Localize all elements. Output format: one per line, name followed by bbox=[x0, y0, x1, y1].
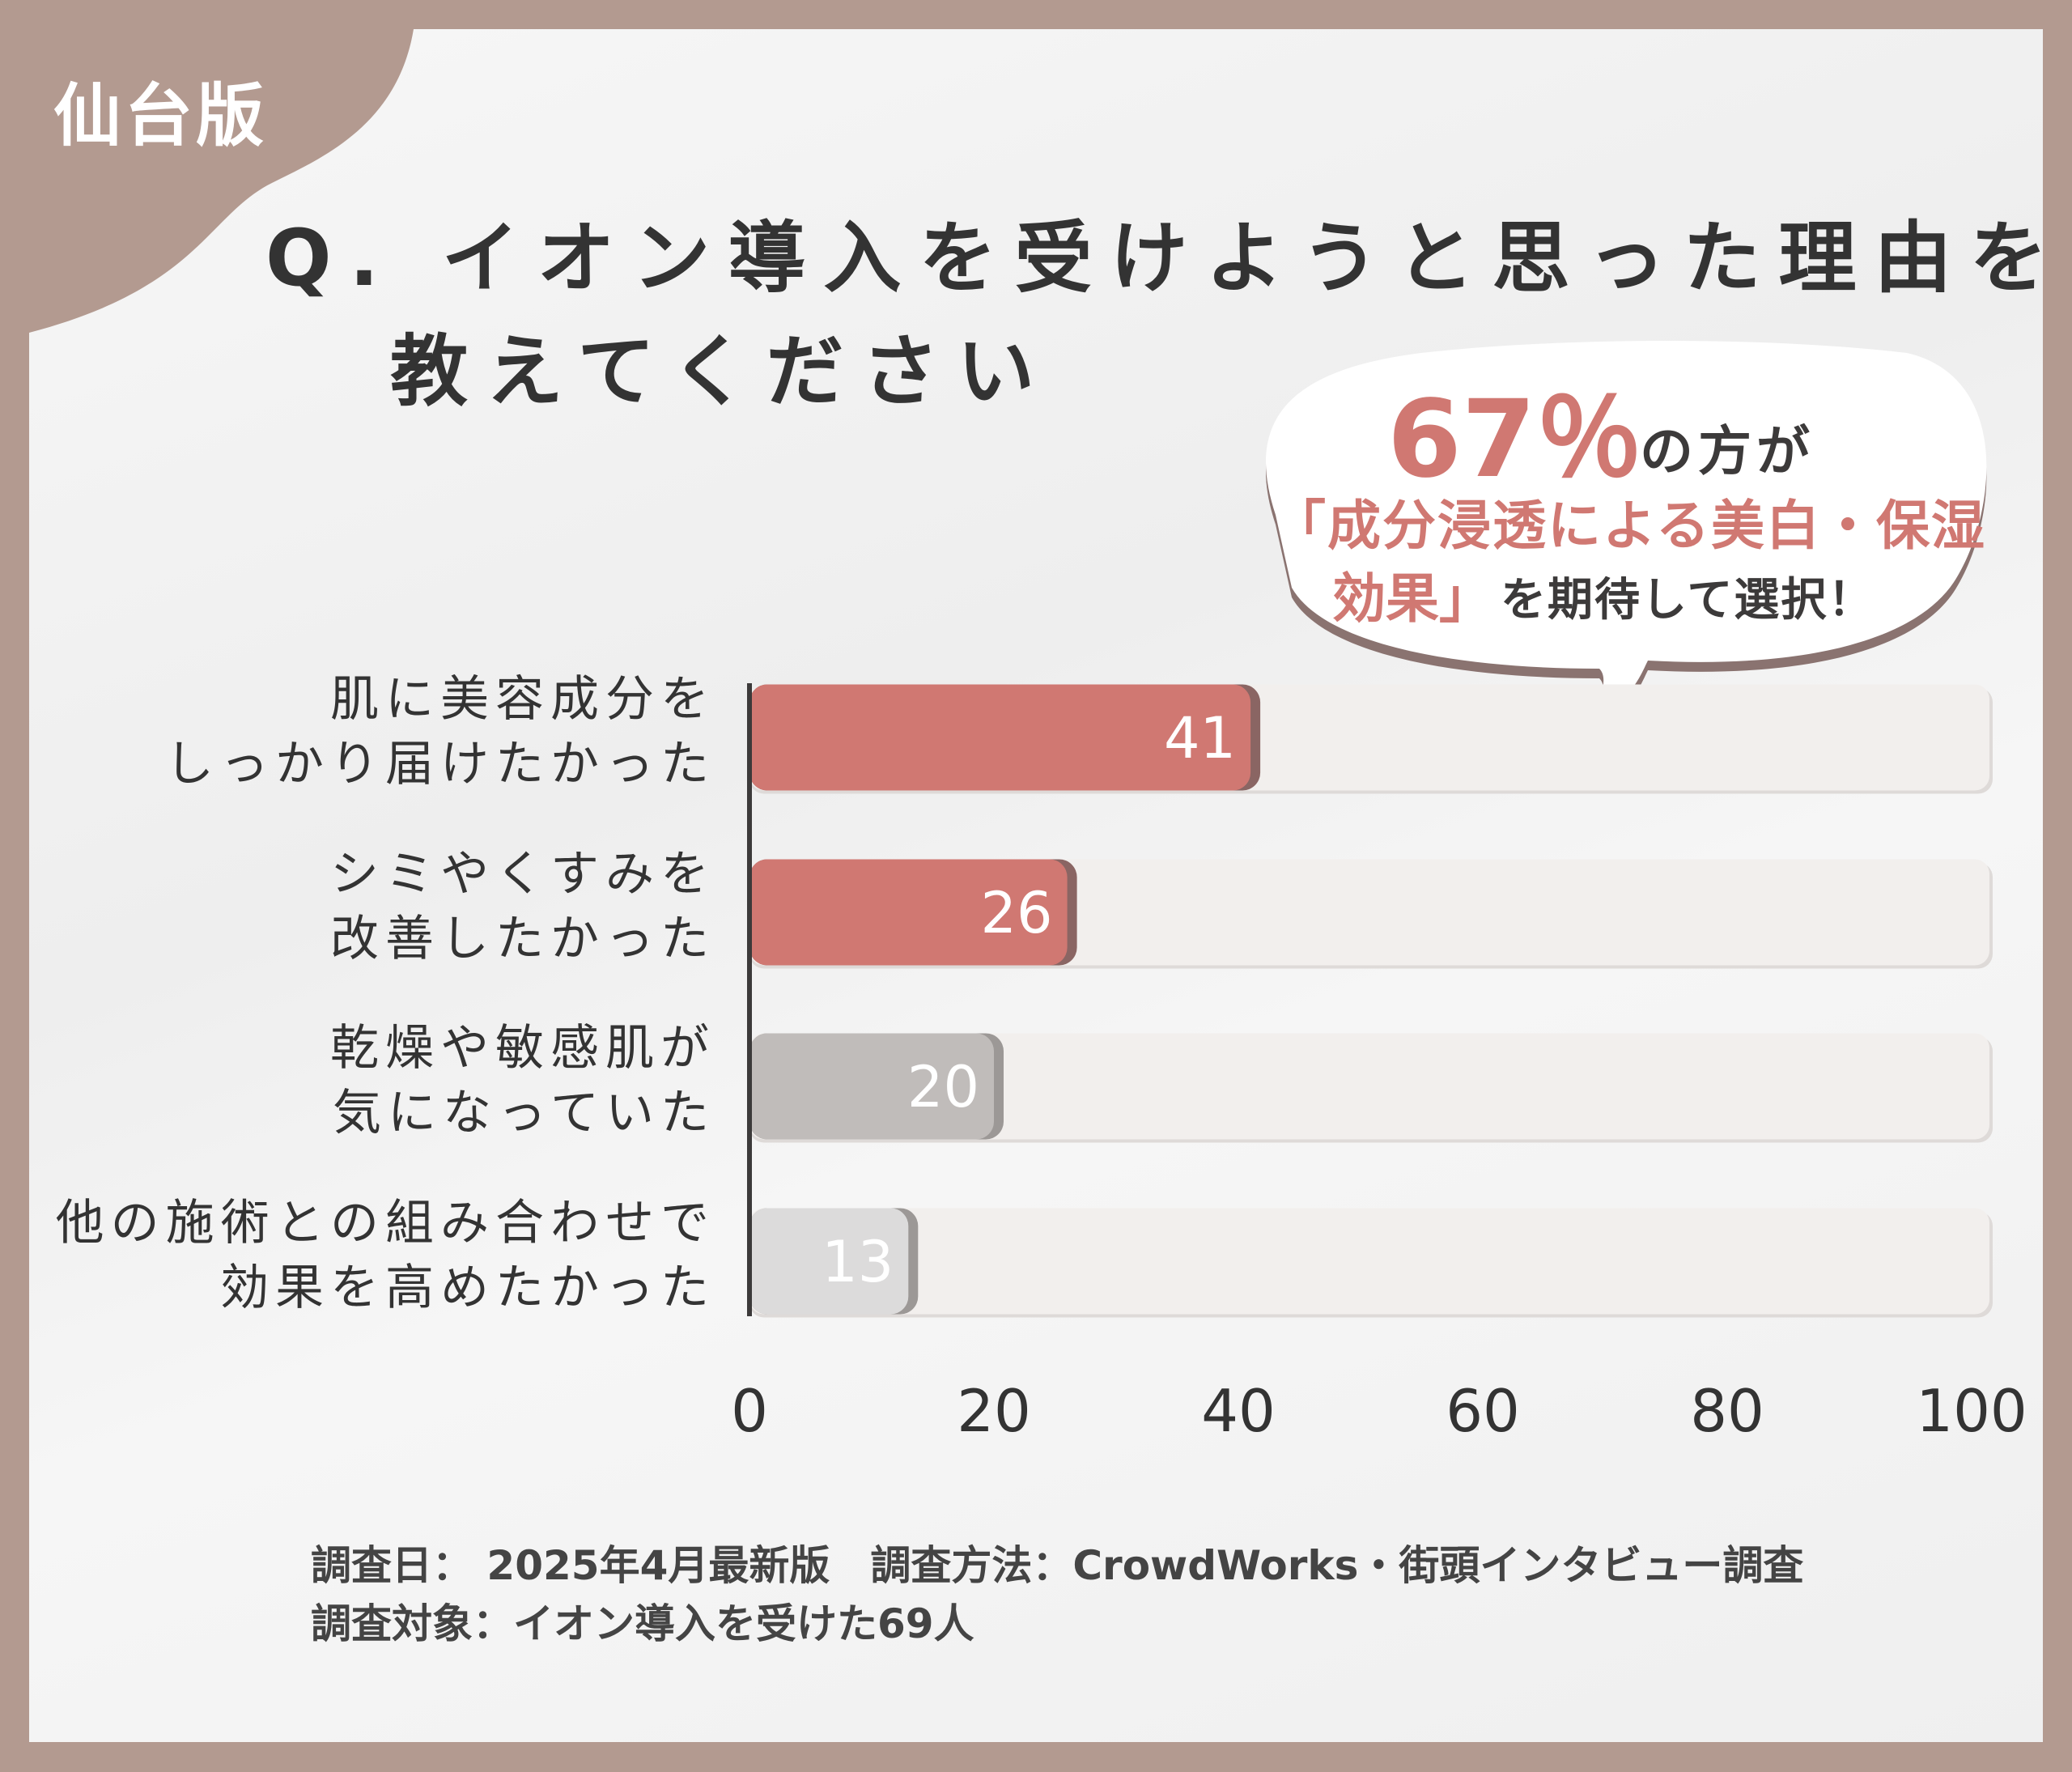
survey-info-line2: 調査対象：イオン導入を受けた69人 bbox=[311, 1600, 974, 1647]
category-label-3: 乾燥や敏感肌が 気になっていた bbox=[330, 1020, 715, 1141]
bar-3 bbox=[749, 1033, 994, 1140]
bar-1 bbox=[749, 684, 1251, 791]
category-label-4: 他の施術との組み合わせで 効果を高めたかった bbox=[55, 1195, 715, 1316]
x-tick-label: 100 bbox=[1916, 1377, 2027, 1445]
corner-badge-shape bbox=[29, 29, 414, 333]
region-badge: 仙台版 bbox=[53, 76, 268, 155]
bar-value-label: 41 bbox=[1164, 705, 1236, 771]
bar-chart: 41 26 20 13 0 20 40 60 80 100 bbox=[731, 683, 2027, 1445]
x-tick-label: 80 bbox=[1690, 1377, 1764, 1445]
x-tick-label: 20 bbox=[957, 1377, 1031, 1445]
callout-percent: 67％ bbox=[1387, 377, 1643, 502]
category-label-2: シミやくすみを 改善したかった bbox=[330, 846, 715, 967]
callout-highlight-line1: 「成分浸透による美白・保湿 bbox=[1272, 495, 1987, 557]
callout-tail-text: を期待して選択！ bbox=[1501, 574, 1875, 627]
survey-info-line1: 調査日： 2025年4月最新版 調査方法：CrowdWorks・街頭インタビュー… bbox=[311, 1542, 1804, 1589]
bar-value-label: 26 bbox=[981, 880, 1053, 946]
bar-4 bbox=[749, 1208, 909, 1315]
question-title-line1: Q. イオン導入を受けようと思った理由を bbox=[265, 213, 2043, 304]
x-tick-label: 60 bbox=[1446, 1377, 1520, 1445]
question-title-line2: 教えてください bbox=[390, 326, 1053, 417]
x-tick-label: 0 bbox=[731, 1377, 768, 1445]
category-label-1: 肌に美容成分を しっかり届けたかった bbox=[165, 671, 715, 793]
bar-2 bbox=[749, 859, 1068, 966]
bar-value-label: 13 bbox=[822, 1229, 894, 1295]
x-tick-label: 40 bbox=[1201, 1377, 1276, 1445]
infographic-card: 仙台版 Q. イオン導入を受けようと思った理由を 教えてください 67％ の方が… bbox=[29, 29, 2043, 1742]
bar-track bbox=[749, 1208, 1989, 1315]
speech-bubble bbox=[1266, 341, 1987, 783]
callout-highlight-line2: 効果」 bbox=[1332, 567, 1492, 630]
bar-track bbox=[749, 1033, 1989, 1140]
callout-suffix: の方が bbox=[1640, 420, 1815, 482]
bar-value-label: 20 bbox=[907, 1054, 979, 1120]
